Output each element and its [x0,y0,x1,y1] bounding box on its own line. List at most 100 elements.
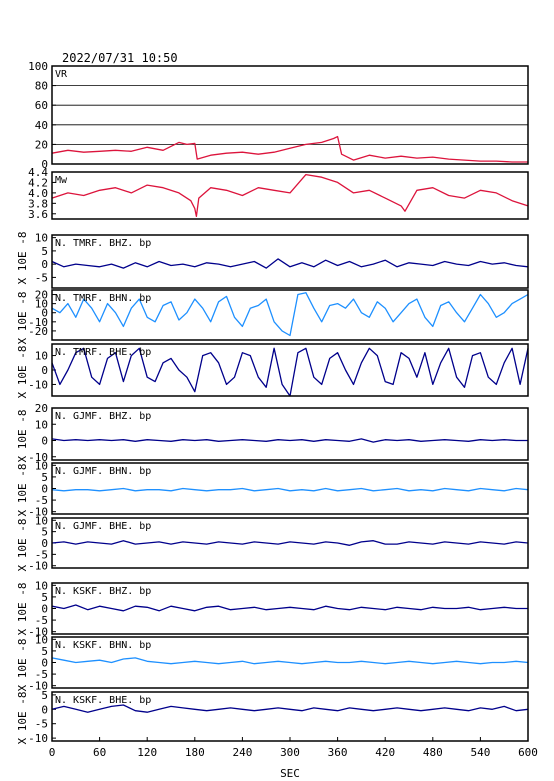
x-tick-label: 540 [470,746,490,759]
waveform-series [51,292,529,337]
y-tick-label: -5 [35,271,48,284]
x-tick-label: 420 [375,746,395,759]
y-tick-label: -10 [28,560,48,573]
waveform-series [51,487,529,492]
y-tick-label: -20 [28,325,48,338]
y-tick-label: 4.0 [28,187,48,200]
y-tick-label: -5 [35,668,48,681]
x-tick-label: 360 [328,746,348,759]
waveform-series [51,540,529,546]
panel-frame [51,636,529,689]
y-tick-label: 5 [41,245,48,258]
x-axis-label: SEC [280,767,300,780]
panel-label: N. GJMF. BHZ. bp [55,411,151,422]
y-axis-label: X 10E -8 [16,346,29,399]
panel-frame [51,407,529,461]
y-tick-label: 20 [35,402,48,415]
panel-label: Mw [55,175,68,186]
panel-frame [51,343,529,397]
y-axis-label: X 10E -8 [16,583,29,636]
y-tick-label: 10 [35,418,48,431]
y-tick-label: 10 [35,579,48,592]
panel: 50 -5-10 N. KSKF. BHE. bp [28,689,529,745]
panel-label: N. TMRF. BHN. bp [55,293,151,304]
y-tick-label: 40 [35,119,48,132]
y-tick-label: 3.8 [28,197,48,210]
x-tick-label: 240 [232,746,252,759]
y-axis-label: X 10E -8 [16,692,29,745]
waveform-series [51,704,529,713]
panel-label: N. GJMF. BHN. bp [55,466,151,477]
y-tick-label: 10 [35,298,48,311]
waveform-series [51,438,528,443]
y-tick-label: 0 [41,537,48,550]
y-tick-label: 10 [35,459,48,472]
panel-frame [51,171,529,220]
y-tick-label: -10 [28,732,48,745]
x-tick-label: 120 [137,746,157,759]
y-axis-label: X 10E -8 [16,292,29,345]
y-tick-label: 0 [41,307,48,320]
panel-label: N. GJMF. BHE. bp [55,521,151,532]
panel-label: N. TMRF. BHE. bp [55,347,151,358]
panel-label: N. KSKF. BHE. bp [55,695,151,706]
panel-frame [51,65,529,165]
panel-frame [51,517,529,569]
y-tick-label: 0 [41,703,48,716]
x-tick-label: 60 [93,746,106,759]
y-tick-label: -10 [28,316,48,329]
y-tick-label: -5 [35,548,48,561]
y-tick-label: 3.6 [28,208,48,221]
y-axis-label: X 10E -8 [16,232,29,285]
y-tick-label: 0 [41,258,48,271]
y-tick-label: 5 [41,526,48,539]
y-tick-label: 80 [35,80,48,93]
y-tick-label: 0 [41,158,48,171]
y-tick-label: 20 [35,289,48,302]
panels: 020406080100VR3.63.84.04.24.4Mw1050-5N. … [16,60,529,745]
panel-label: N. TMRF. BHZ. bp [55,238,151,249]
waveform-series [51,173,529,218]
x-tick-label: 180 [185,746,205,759]
panel-label: VR [55,69,68,80]
panel: 100-10 N. TMRF. BHE. bp [28,343,529,397]
waveform-series [51,258,529,269]
y-tick-label: 20 [35,138,48,151]
y-axis-label: X 10E -8 [16,519,29,572]
y-tick-label: -10 [28,506,48,519]
x-tick-label: 600 [518,746,538,759]
panel-label: N. KSKF. BHZ. bp [55,586,151,597]
panel: 3.63.84.04.24.4 Mw [28,166,529,221]
panel-label: N. KSKF. BHN. bp [55,640,151,651]
waveform-series [51,135,528,163]
waveform-series [51,604,528,612]
y-tick-label: 5 [41,471,48,484]
y-tick-label: 0 [41,657,48,670]
x-tick-label: 480 [423,746,443,759]
y-tick-label: -10 [28,378,48,391]
y-tick-label: 5 [41,591,48,604]
panel-frame [51,234,529,289]
y-tick-label: 10 [35,514,48,527]
y-tick-label: 10 [35,350,48,363]
y-tick-label: 5 [41,689,48,702]
y-tick-label: 5 [41,645,48,658]
panel: 0 20 40 60 80 100 VR [28,60,529,171]
x-tick-label: 300 [280,746,300,759]
y-tick-label: 0 [41,483,48,496]
y-tick-label: 4.2 [28,176,48,189]
y-axis-label: X 10E -8 [16,410,29,463]
y-tick-label: 10 [35,633,48,646]
chart-title: 2022/07/31 10:50 [62,51,178,65]
y-tick-label: 60 [35,99,48,112]
y-tick-label: -10 [28,680,48,693]
y-tick-label: 0 [41,364,48,377]
x-tick-label: 0 [49,746,56,759]
